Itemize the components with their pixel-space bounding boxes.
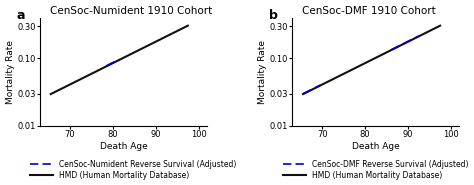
Legend: CenSoc-DMF Reverse Survival (Adjusted), HMD (Human Mortality Database): CenSoc-DMF Reverse Survival (Adjusted), … bbox=[283, 160, 468, 180]
Text: CenSoc-Numident 1910 Cohort: CenSoc-Numident 1910 Cohort bbox=[36, 6, 212, 16]
Legend: CenSoc-Numident Reverse Survival (Adjusted), HMD (Human Mortality Database): CenSoc-Numident Reverse Survival (Adjust… bbox=[30, 160, 237, 180]
X-axis label: Death Age: Death Age bbox=[352, 142, 400, 151]
X-axis label: Death Age: Death Age bbox=[100, 142, 147, 151]
Y-axis label: Mortality Rate: Mortality Rate bbox=[258, 40, 267, 104]
Y-axis label: Mortality Rate: Mortality Rate bbox=[6, 40, 15, 104]
Text: b: b bbox=[269, 9, 278, 22]
Text: a: a bbox=[17, 9, 25, 22]
Text: CenSoc-DMF 1910 Cohort: CenSoc-DMF 1910 Cohort bbox=[289, 6, 436, 16]
